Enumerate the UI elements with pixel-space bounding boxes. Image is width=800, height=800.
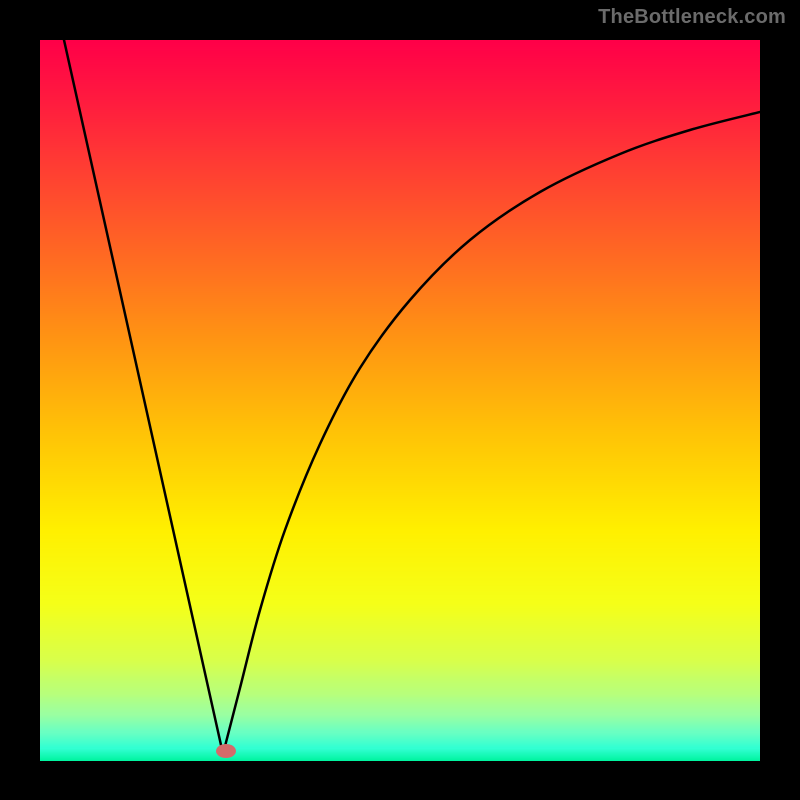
- bottleneck-curve: [64, 40, 760, 754]
- plot-area: [40, 40, 760, 760]
- minimum-marker: [216, 744, 236, 758]
- curve-layer: [40, 40, 760, 760]
- chart-frame: TheBottleneck.com: [0, 0, 800, 800]
- watermark-text: TheBottleneck.com: [598, 6, 786, 29]
